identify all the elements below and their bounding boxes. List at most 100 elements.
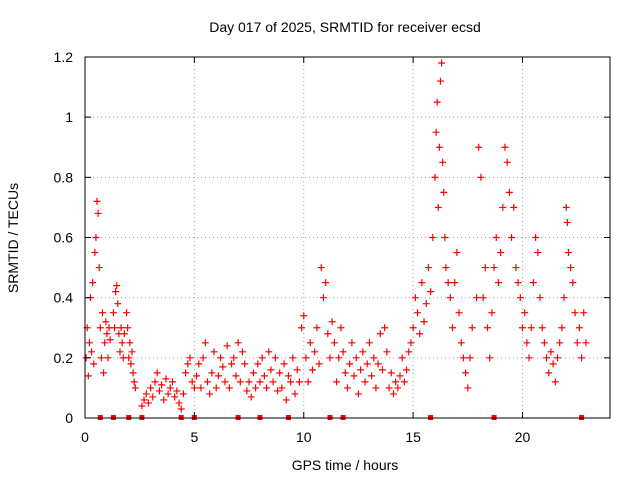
tick-labels: 0 5 10 15 20 0 0.2 0.4 0.6 0.8 1 1.2 xyxy=(54,49,531,445)
data-point xyxy=(477,173,485,181)
data-point xyxy=(282,396,290,404)
data-point xyxy=(199,354,207,362)
data-point xyxy=(492,234,500,241)
data-point xyxy=(287,378,295,386)
data-point xyxy=(439,158,447,166)
data-point xyxy=(201,339,209,347)
data-point xyxy=(368,372,376,380)
data-point xyxy=(319,294,327,302)
data-point xyxy=(126,339,134,347)
data-point xyxy=(560,294,568,302)
data-point xyxy=(352,354,360,362)
data-point xyxy=(142,390,150,398)
data-point xyxy=(90,360,98,368)
data-point xyxy=(131,384,139,392)
data-point xyxy=(193,372,201,380)
y-tick-label: 0.2 xyxy=(54,350,74,366)
data-point xyxy=(361,378,369,386)
data-point xyxy=(442,264,450,272)
data-point xyxy=(549,360,557,368)
data-point xyxy=(289,354,297,362)
data-point xyxy=(532,234,540,241)
data-point xyxy=(179,390,187,398)
data-point xyxy=(225,384,233,392)
data-point xyxy=(306,339,314,347)
data-point xyxy=(247,393,255,401)
data-point xyxy=(449,324,456,332)
data-point xyxy=(414,309,421,317)
data-point xyxy=(186,354,194,362)
data-point xyxy=(407,339,415,347)
data-point xyxy=(440,188,448,196)
data-point xyxy=(173,387,181,395)
data-point xyxy=(435,143,443,151)
data-point xyxy=(381,324,389,332)
data-point xyxy=(221,378,229,386)
x-tick-label: 0 xyxy=(81,429,89,445)
data-point xyxy=(104,354,112,362)
data-point xyxy=(392,378,400,386)
data-point xyxy=(475,143,483,151)
data-points xyxy=(82,59,590,413)
data-point xyxy=(309,366,316,374)
data-point xyxy=(109,309,117,317)
data-point xyxy=(206,390,214,398)
data-point xyxy=(575,324,583,332)
data-point xyxy=(258,354,266,362)
data-point xyxy=(420,318,428,326)
data-point xyxy=(529,279,537,287)
data-point xyxy=(457,339,465,347)
x-tick-label: 15 xyxy=(405,429,421,445)
data-point xyxy=(432,128,440,136)
data-point xyxy=(93,197,101,205)
data-point xyxy=(494,279,502,287)
data-point xyxy=(214,372,222,380)
data-point xyxy=(578,354,586,362)
data-point xyxy=(184,360,192,368)
data-point xyxy=(120,330,128,338)
data-point xyxy=(558,324,566,332)
data-point xyxy=(188,378,196,386)
data-point xyxy=(444,279,452,287)
data-point xyxy=(409,324,417,332)
data-point xyxy=(416,330,424,338)
data-point xyxy=(429,234,437,241)
data-point xyxy=(536,294,544,302)
data-point xyxy=(260,372,268,380)
data-point xyxy=(346,360,354,368)
data-point xyxy=(114,300,122,308)
data-point xyxy=(155,387,163,395)
data-point xyxy=(545,369,553,377)
data-point xyxy=(293,366,301,374)
data-point xyxy=(571,309,579,317)
data-point xyxy=(337,324,345,332)
data-point xyxy=(149,393,157,401)
data-point xyxy=(411,294,419,302)
data-point xyxy=(94,209,102,217)
data-point xyxy=(317,264,325,272)
data-point xyxy=(519,324,526,332)
data-point xyxy=(117,324,125,332)
axis-ticks xyxy=(84,56,610,419)
data-point xyxy=(113,282,121,290)
data-point xyxy=(333,378,341,386)
data-point xyxy=(556,339,564,347)
data-point xyxy=(97,354,105,362)
data-point xyxy=(434,203,442,211)
x-tick-label: 10 xyxy=(296,429,312,445)
data-point xyxy=(182,369,190,377)
data-point xyxy=(169,378,176,386)
data-point xyxy=(350,372,358,380)
data-point xyxy=(394,384,402,392)
data-point xyxy=(510,203,518,211)
data-point xyxy=(230,354,238,362)
data-point xyxy=(271,354,279,362)
data-point xyxy=(197,384,205,392)
data-point xyxy=(547,348,555,356)
y-tick-label: 1.2 xyxy=(54,49,74,65)
data-point xyxy=(405,348,413,356)
data-point xyxy=(357,366,365,374)
data-point xyxy=(190,384,198,392)
data-point xyxy=(453,249,461,257)
data-point xyxy=(376,330,384,338)
